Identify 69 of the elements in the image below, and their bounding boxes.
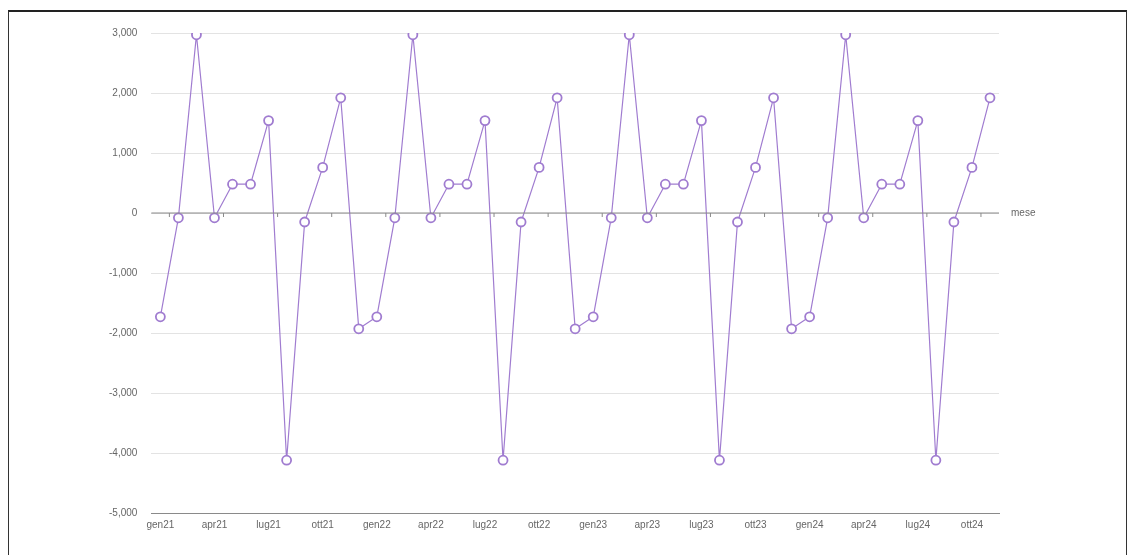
x-tick-label: gen22 <box>362 518 392 530</box>
point <box>587 311 599 323</box>
y-tick-label: 3,000 <box>112 26 138 38</box>
point <box>479 115 491 126</box>
x-tick-label: lug23 <box>689 518 715 530</box>
x-tick-label: lug24 <box>905 518 931 530</box>
point <box>389 212 401 224</box>
point <box>876 178 888 190</box>
point <box>227 178 238 190</box>
x-tick-label: apr21 <box>201 518 228 530</box>
point <box>677 178 689 190</box>
x-tick-label: apr23 <box>634 518 661 530</box>
y-tick-label: -3,000 <box>109 386 138 398</box>
point <box>822 212 834 224</box>
y-tick-label: -2,000 <box>109 326 138 338</box>
point <box>317 162 329 173</box>
point <box>497 454 509 466</box>
y-tick-label: 1,000 <box>112 146 138 158</box>
x-tick-label: gen24 <box>795 518 824 530</box>
point <box>335 92 347 104</box>
point <box>659 178 671 190</box>
point <box>804 311 816 323</box>
y-tick-label: 0 <box>131 206 138 218</box>
point <box>425 212 437 224</box>
point <box>371 311 383 323</box>
x-tick-label: ott23 <box>744 518 768 530</box>
point <box>154 311 166 323</box>
point <box>443 178 455 190</box>
point <box>732 216 743 228</box>
y-tick-label: 2,000 <box>112 86 138 98</box>
point <box>750 162 761 173</box>
point <box>984 92 996 104</box>
point <box>858 212 870 224</box>
point <box>696 115 707 126</box>
point <box>281 454 293 466</box>
point <box>299 216 311 228</box>
y-tick-label: -5,000 <box>109 506 138 518</box>
point <box>894 178 906 190</box>
point <box>173 212 184 224</box>
point <box>353 323 365 335</box>
point <box>930 454 942 466</box>
point <box>245 178 256 190</box>
point <box>912 115 924 126</box>
x-tick-label: gen21 <box>146 518 175 530</box>
x-tick-label: apr24 <box>850 518 877 530</box>
point <box>768 92 779 104</box>
point <box>263 115 274 126</box>
point <box>569 323 581 335</box>
point <box>461 178 473 190</box>
x-axis-title: mese <box>1011 206 1036 218</box>
x-tick-label: lug21 <box>256 518 282 530</box>
point <box>786 323 797 335</box>
y-tick-label: -1,000 <box>109 266 138 278</box>
point <box>515 216 527 228</box>
x-tick-label: gen23 <box>579 518 608 530</box>
point <box>966 162 978 173</box>
y-tick-label: -4,000 <box>109 446 138 458</box>
x-tick-label: lug22 <box>472 518 498 530</box>
point <box>948 216 960 228</box>
point <box>533 162 545 173</box>
x-tick-label: apr22 <box>418 518 445 530</box>
x-tick-label: ott22 <box>527 518 551 530</box>
point <box>714 454 725 466</box>
x-tick-label: ott21 <box>311 518 335 530</box>
point <box>641 212 653 224</box>
point <box>209 212 220 224</box>
x-tick-label: ott24 <box>960 518 984 530</box>
point <box>605 212 617 224</box>
point <box>551 92 563 104</box>
